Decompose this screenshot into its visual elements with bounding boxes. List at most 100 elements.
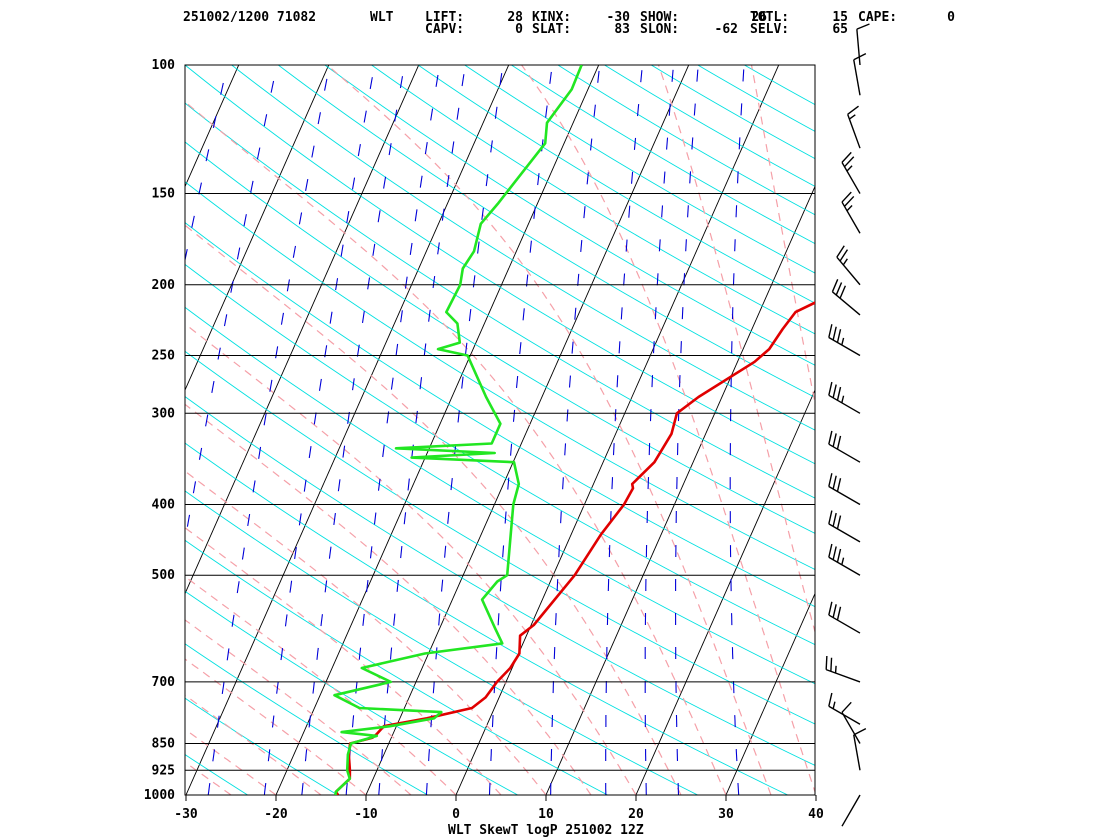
index-capv-value: 0 (515, 22, 523, 37)
wind-barb-flag (830, 657, 833, 672)
pressure-tick-label: 200 (152, 278, 176, 293)
moist-adiabat-line (185, 224, 682, 795)
pressure-tick-label: 1000 (144, 788, 175, 803)
wind-barb (841, 701, 861, 744)
wind-barb-flag (832, 546, 837, 560)
moist-adiabat-line (185, 101, 727, 795)
wind-barb-staff (828, 614, 861, 634)
mixing-ratio-line (605, 65, 643, 795)
wind-barb-flag (828, 324, 833, 338)
x-axis-tick-label: -20 (264, 807, 288, 822)
moist-adiabat-line (185, 658, 367, 795)
x-axis-tick-label: 20 (628, 807, 644, 822)
wind-barb-staff (856, 29, 861, 66)
wind-barb-flag (836, 478, 842, 492)
moist-adiabat-line (0, 505, 141, 796)
pressure-tick-label: 925 (152, 763, 175, 778)
moist-adiabat-line (185, 403, 592, 795)
wind-barb-flag (836, 386, 842, 401)
wind-barb-flag (841, 701, 852, 713)
dry-adiabat-line (185, 590, 519, 795)
wind-barb-half-flag (846, 204, 853, 212)
isotherm-line (897, 45, 1120, 815)
index-lift-label: LIFT: (425, 10, 465, 25)
isotherm-line (275, 65, 600, 795)
wind-barb-flag (831, 279, 839, 293)
index-cape-value: 0 (947, 10, 955, 25)
isotherm-line (185, 65, 240, 188)
wind-barb-staff (841, 711, 861, 744)
wind-barb-staff (841, 794, 861, 827)
wind-barb-half-flag (841, 337, 845, 346)
header-station-id: WLT (370, 10, 394, 25)
wind-barb-flag (832, 433, 837, 447)
wind-barb-staff (825, 668, 861, 683)
dry-adiabat-line (185, 396, 815, 766)
wind-barb-flag (832, 326, 837, 341)
wind-barb-flag (847, 105, 859, 115)
wind-barb (828, 543, 861, 576)
pressure-tick-label: 150 (152, 187, 176, 202)
wind-barb-half-flag (841, 395, 845, 403)
dry-adiabat-line (185, 643, 429, 795)
dry-adiabat-line (743, 65, 815, 106)
dry-adiabat-line (603, 65, 815, 187)
pressure-tick-label: 300 (152, 406, 176, 421)
wind-barb-flag (836, 606, 842, 621)
wind-barb-flag (828, 381, 833, 396)
dry-adiabat-line (510, 65, 815, 245)
wind-barb (828, 473, 861, 506)
index-capv-label: CAPV: (425, 22, 465, 37)
dry-adiabat-line (417, 65, 815, 304)
wind-barb-flag (841, 151, 852, 163)
dry-adiabat-line (185, 263, 815, 646)
wind-barb-staff (828, 705, 861, 725)
wind-barb-staff (847, 114, 861, 149)
index-slat-label: SLAT: (532, 22, 572, 37)
background-lines (0, 45, 1120, 815)
index-totl-label: TOTL: (750, 10, 790, 25)
wind-barb-flag (832, 604, 837, 618)
wind-barb-flag (832, 475, 837, 490)
wind-barb (828, 510, 861, 543)
dry-adiabat-line (370, 65, 815, 335)
wind-barb-staff (831, 291, 861, 316)
wind-barb-flag (843, 195, 855, 207)
dry-adiabat-line (185, 222, 815, 608)
wind-barbs (825, 23, 870, 827)
wind-barb (828, 381, 861, 414)
wind-barb-flag (836, 435, 842, 450)
dry-adiabat-line (324, 65, 815, 366)
wind-barb (831, 279, 861, 316)
wind-barb-staff (841, 162, 861, 194)
isotherm-line (725, 592, 815, 795)
mixing-ratio-line (378, 65, 466, 795)
moist-adiabat-line (657, 65, 815, 634)
wind-barb-staff (828, 394, 861, 414)
wind-barb-staff (828, 443, 861, 463)
index-lift-value: 28 (507, 10, 523, 25)
wind-barb (828, 692, 861, 725)
isotherm-line (0, 45, 158, 815)
x-axis-tick-label: 40 (808, 807, 824, 822)
dry-adiabat-line (185, 141, 815, 534)
wind-barb-flag (841, 191, 852, 203)
pressure-tick-label: 850 (152, 736, 176, 751)
wind-barb-flag (832, 512, 837, 527)
isotherm-line (185, 65, 510, 795)
wind-barb (856, 23, 870, 66)
wind-barb-staff (828, 336, 861, 357)
isotherm-line (987, 45, 1120, 815)
wind-barb-flag (832, 384, 837, 398)
wind-barb-flag (828, 601, 833, 616)
moist-adiabat-line (185, 470, 547, 795)
index-totl-value: 15 (832, 10, 848, 25)
wind-barb-half-flag (834, 665, 837, 674)
wind-barb-flag (828, 510, 833, 525)
wind-barb-half-flag (842, 258, 848, 266)
dry-adiabat-line (185, 350, 815, 725)
wind-barb-flag (835, 282, 843, 296)
wind-barb-staff (828, 556, 861, 576)
isobar-lines (184, 64, 816, 796)
